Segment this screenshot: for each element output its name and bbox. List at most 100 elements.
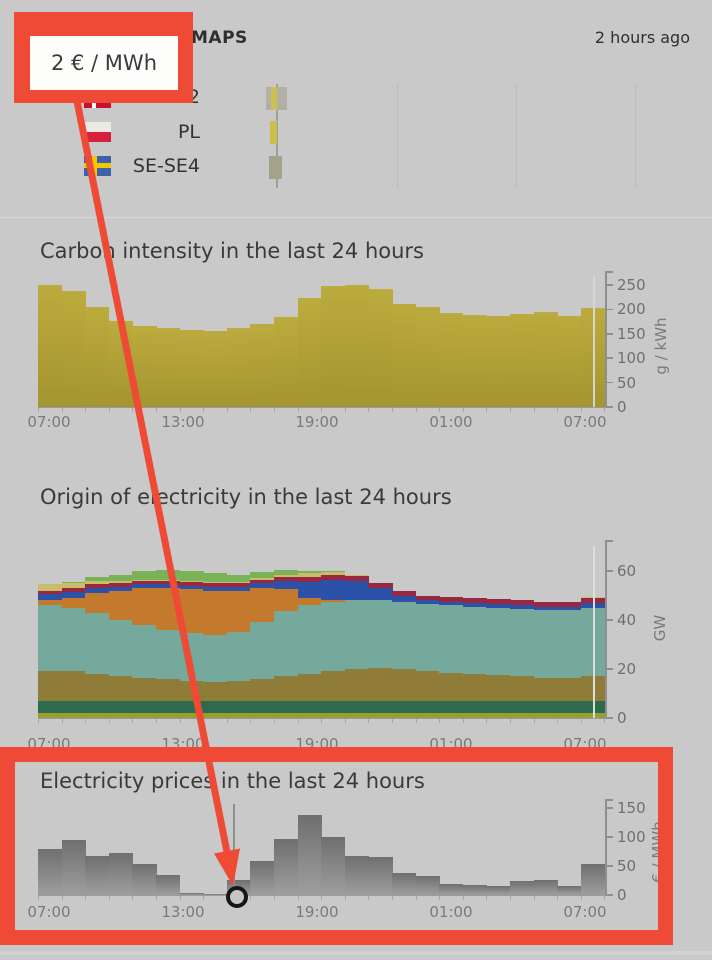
origin-layer-dark-green [510, 700, 535, 714]
origin-layer-dark-green [274, 700, 299, 714]
price-x-tick [108, 896, 110, 900]
origin-layer-light-green [226, 574, 252, 583]
origin-layer-lime [557, 713, 582, 718]
carbon-y-tick-label: 250 [617, 276, 646, 294]
origin-layer-orange [203, 590, 228, 635]
carbon-x-tick [179, 408, 181, 412]
carbon-y-axis-unit-label: g / kWh [652, 317, 670, 375]
origin-layer-teal [203, 634, 228, 683]
origin-layer-maroon [274, 577, 299, 581]
origin-x-tick-label: 07:00 [27, 735, 71, 753]
origin-layer-maroon [85, 584, 110, 589]
price-tooltip: 2 € / MWh [14, 12, 193, 103]
zone-list-gridline [397, 84, 398, 188]
origin-of-electricity-chart[interactable] [38, 546, 606, 718]
origin-layer-light-green [132, 571, 157, 580]
origin-layer-tan [392, 669, 417, 701]
origin-layer-tan [321, 671, 346, 701]
carbon-x-tick [274, 408, 275, 412]
origin-layer-lime [274, 713, 299, 718]
origin-layer-teal [580, 607, 606, 677]
price-tooltip-value: 2 € / MWh [50, 51, 157, 75]
origin-layer-tan [250, 678, 275, 701]
origin-y-axis-cap [605, 540, 613, 542]
carbon-x-axis-line [38, 407, 606, 408]
origin-layer-maroon [439, 596, 464, 602]
carbon-y-tick-label: 200 [617, 300, 646, 319]
price-bar [510, 881, 535, 895]
origin-layer-lime [156, 713, 181, 718]
origin-layer-lime [344, 713, 370, 718]
carbon-bar [226, 327, 252, 407]
origin-layer-dark-green [203, 700, 228, 714]
origin-layer-teal [368, 600, 393, 668]
price-y-tick-label: 0 [617, 886, 627, 904]
origin-layer-tan [462, 673, 488, 701]
price-bar [368, 857, 393, 895]
price-bar [486, 885, 511, 895]
carbon-x-tick [533, 408, 535, 412]
origin-y-tick-label: 0 [617, 709, 627, 727]
origin-layer-maroon [321, 574, 346, 580]
origin-layer-dark-green [415, 700, 440, 714]
origin-layer-maroon [132, 580, 157, 585]
origin-layer-lime [392, 713, 417, 718]
carbon-bar [392, 304, 417, 407]
origin-layer-maroon [557, 601, 582, 607]
carbon-bar [415, 307, 440, 407]
origin-layer-maroon [179, 582, 204, 586]
carbon-bar [510, 313, 535, 407]
carbon-bar [533, 312, 558, 407]
carbon-x-tick [203, 408, 205, 412]
origin-x-tick [203, 719, 205, 723]
origin-layer-teal [250, 622, 275, 679]
price-x-tick-label: 07:00 [27, 903, 71, 921]
price-x-tick [61, 896, 63, 900]
origin-layer-dark-green [392, 700, 417, 714]
price-x-tick [533, 896, 535, 900]
carbon-x-tick [486, 408, 488, 412]
origin-x-tick [368, 719, 370, 723]
carbon-y-tick [605, 406, 613, 408]
origin-layer-khaki [85, 580, 110, 585]
origin-layer-blue [321, 579, 346, 601]
origin-layer-tan [38, 671, 63, 701]
carbon-x-tick [108, 408, 110, 412]
price-bar [344, 855, 370, 895]
origin-x-tick [486, 719, 488, 723]
origin-layer-blue [486, 604, 511, 608]
carbon-y-tick-label: 150 [617, 324, 646, 343]
origin-layer-blue [533, 606, 558, 611]
origin-x-tick-label: 13:00 [161, 735, 205, 753]
zone-label: PL [177, 121, 200, 143]
origin-layer-maroon [344, 575, 370, 581]
price-x-axis-line [38, 895, 606, 896]
origin-layer-blue [132, 584, 157, 589]
origin-layer-orange [179, 589, 204, 634]
origin-layer-dark-green [368, 700, 393, 714]
price-x-tick [297, 896, 299, 900]
price-x-tick [392, 896, 393, 900]
carbon-intensity-chart[interactable] [38, 276, 606, 407]
origin-layer-light-green [108, 574, 134, 581]
origin-layer-blue [392, 595, 417, 602]
price-x-tick [132, 896, 134, 900]
origin-x-tick [108, 719, 110, 723]
origin-layer-blue [368, 588, 393, 601]
origin-layer-tan [415, 671, 440, 701]
origin-layer-blue [61, 591, 86, 598]
origin-layer-teal [297, 605, 322, 674]
origin-layer-lime [203, 713, 228, 718]
origin-layer-teal [533, 610, 558, 678]
carbon-bar [580, 307, 606, 407]
carbon-bar [344, 285, 370, 407]
origin-layer-tan [108, 676, 134, 701]
electricity-prices-chart[interactable] [38, 802, 606, 895]
origin-layer-lime [179, 713, 204, 718]
origin-layer-maroon [462, 597, 488, 603]
price-x-tick [439, 896, 441, 900]
carbon-bar [368, 289, 393, 407]
origin-layer-khaki [132, 579, 157, 581]
origin-layer-dark-green [557, 700, 582, 714]
origin-layer-maroon [510, 600, 535, 606]
